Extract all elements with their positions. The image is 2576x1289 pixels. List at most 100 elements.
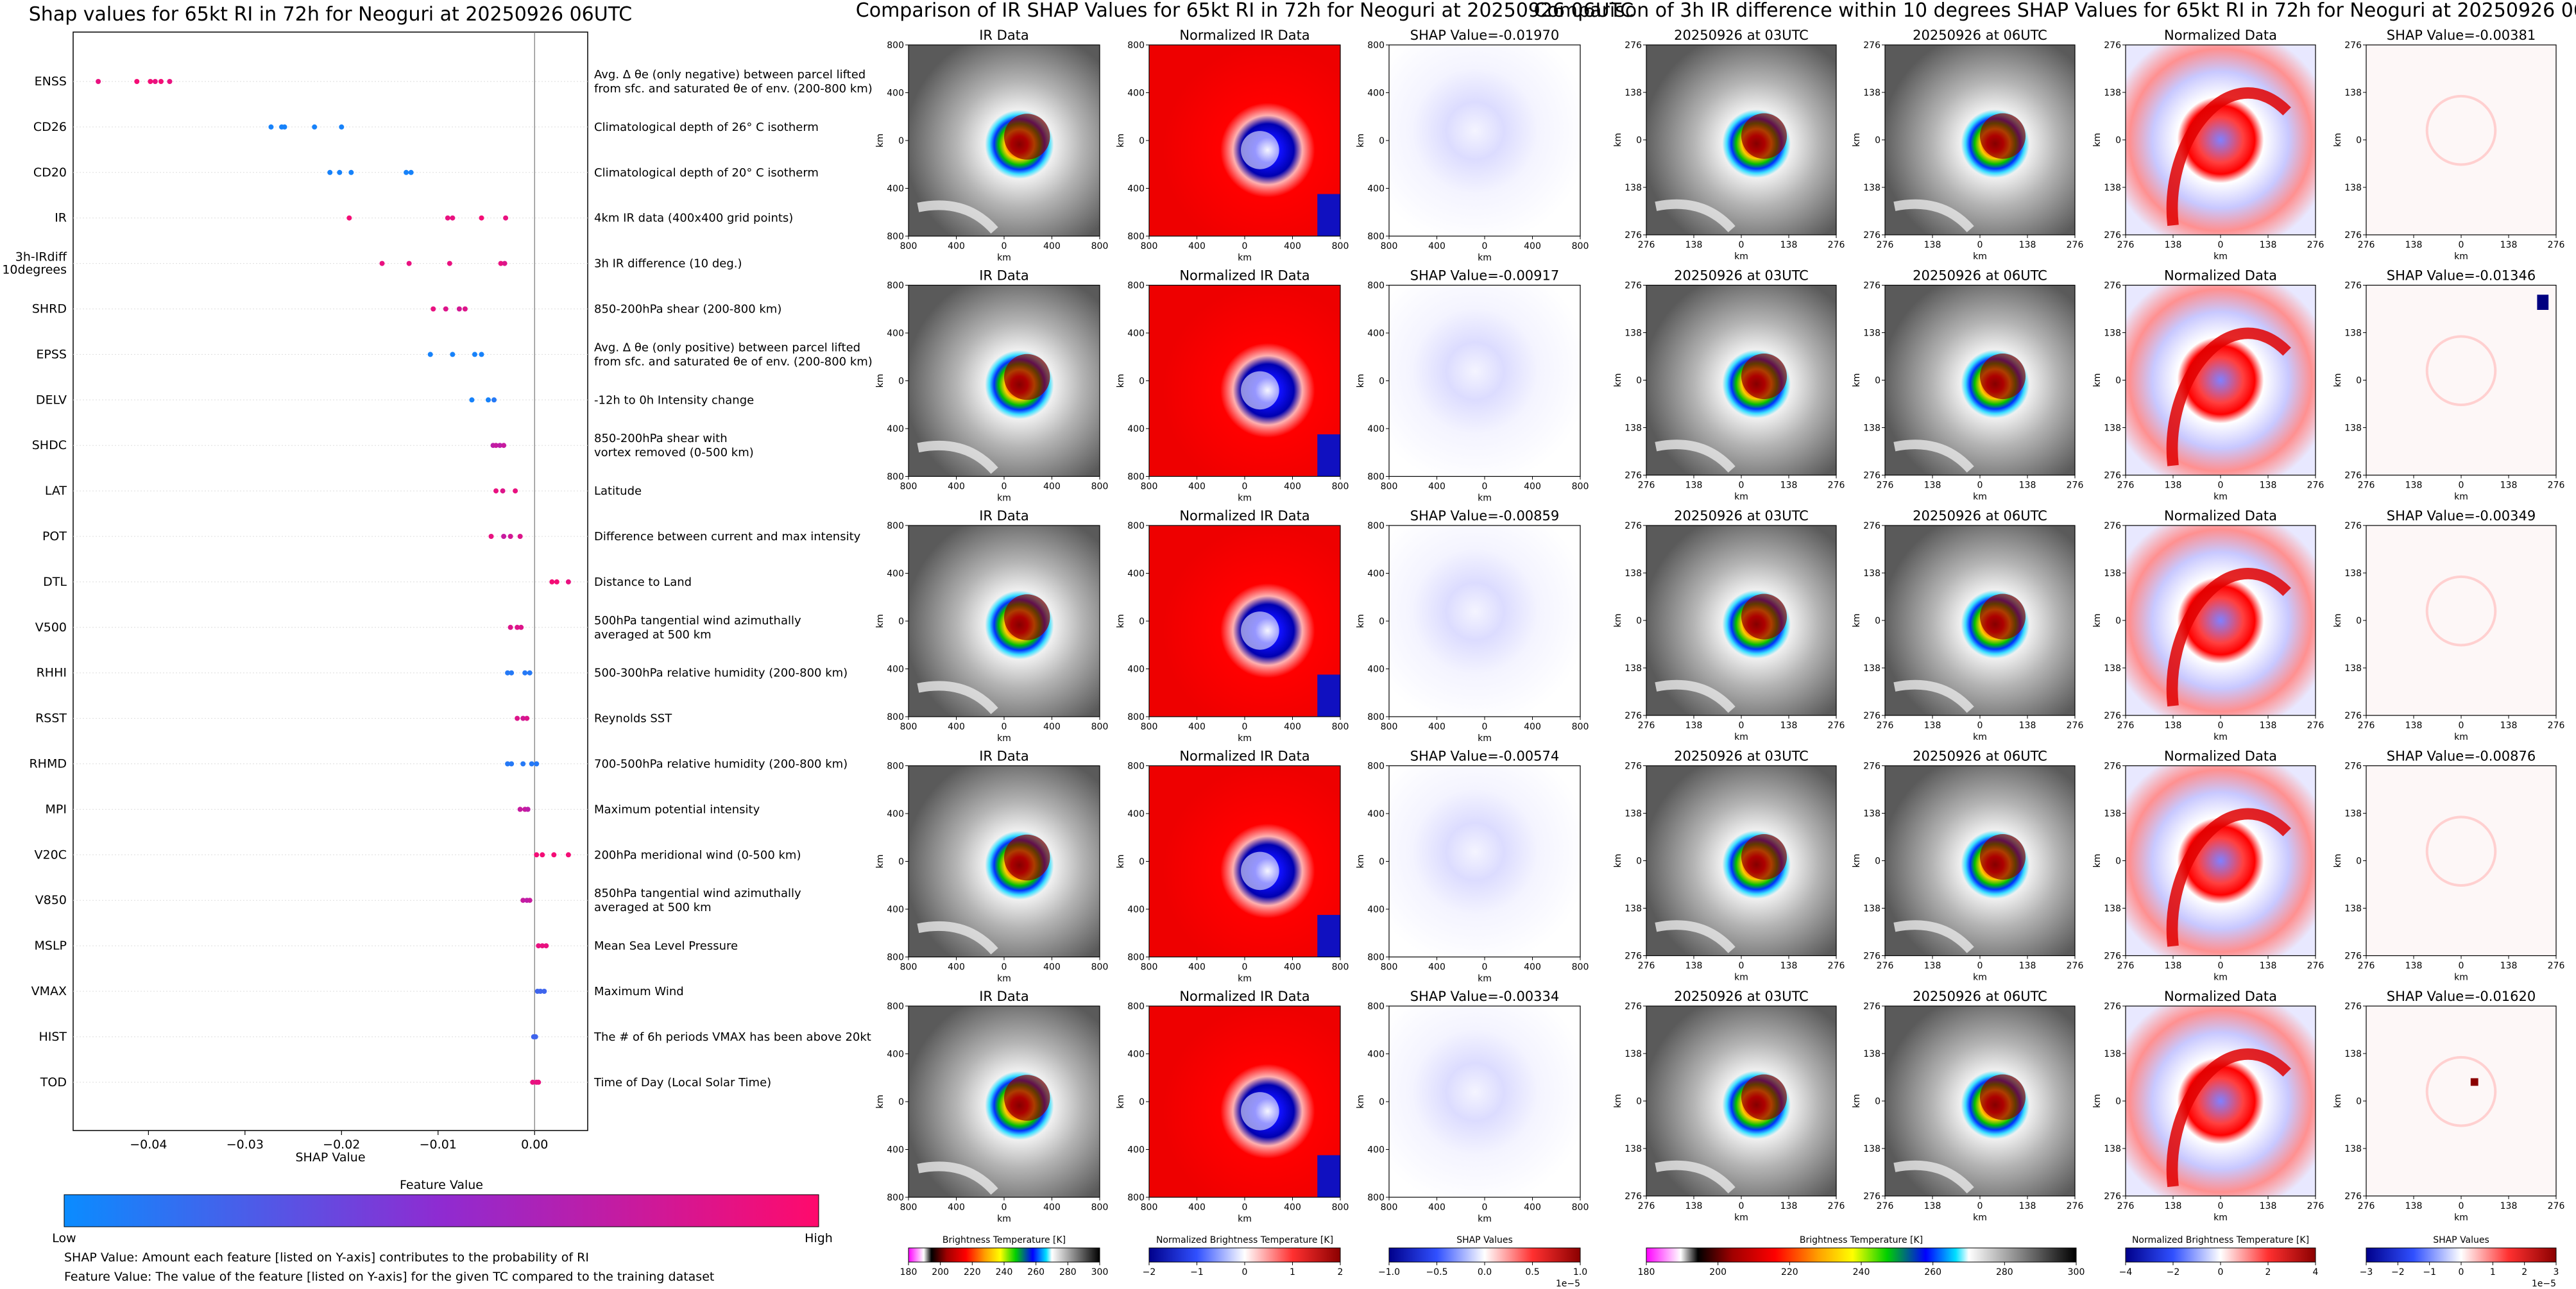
x-tick-label: 0 (2218, 1201, 2224, 1211)
x-axis-unit: km (997, 493, 1011, 504)
shap-point (515, 624, 520, 630)
y-tick-label: 138 (2344, 1049, 2362, 1059)
x-tick-label: 400 (1284, 482, 1301, 492)
feature-description: Climatological depth of 26° C isotherm (594, 121, 819, 134)
y-tick-label: 800 (1367, 472, 1385, 482)
feature-name: ENSS (35, 74, 67, 89)
storm-core (1980, 354, 2026, 400)
feature-description: 4km IR data (400x400 grid points) (594, 212, 793, 225)
y-tick-label: 138 (1625, 568, 1642, 579)
x-tick-label: 138 (2500, 481, 2518, 491)
shap-point (479, 215, 484, 221)
y-tick-label: 276 (1625, 471, 1642, 481)
colorbar (2125, 1247, 2316, 1263)
feature-description: from sfc. and saturated θe of env. (200-… (594, 355, 873, 368)
colorbar-tick-label: 1 (2490, 1267, 2496, 1277)
y-tick-label: 138 (1863, 568, 1881, 579)
x-tick-label: 800 (1141, 1202, 1158, 1213)
shap-point (479, 352, 484, 357)
y-tick-label: 800 (887, 712, 904, 722)
x-tick-label: 138 (2260, 240, 2277, 250)
y-tick-label: 276 (2104, 952, 2121, 962)
y-tick-label: 0 (2115, 857, 2121, 867)
y-tick-label: 800 (1127, 1002, 1145, 1012)
y-tick-label: 0 (1875, 616, 1881, 626)
y-tick-label: 400 (887, 1050, 904, 1060)
x-tick-label: 276 (1877, 240, 1894, 250)
y-tick-label: 400 (1367, 1145, 1385, 1156)
colorbar-tick-label: 0 (2218, 1267, 2224, 1277)
x-tick-label: 800 (1091, 482, 1109, 492)
y-tick-label: 276 (2104, 471, 2121, 481)
y-tick-label: 400 (1127, 1050, 1145, 1060)
y-axis-unit: km (1356, 1095, 1366, 1109)
y-tick-label: 0 (2115, 135, 2121, 146)
storm-core (1741, 354, 1787, 400)
shap-point (527, 670, 533, 676)
x-tick-label: 400 (1524, 241, 1541, 252)
shap-point (513, 488, 518, 494)
subplot-title: Normalized IR Data (1179, 749, 1309, 764)
shap-hotspot (2537, 295, 2549, 310)
y-tick-label: 800 (1367, 521, 1385, 531)
shap-point (536, 943, 542, 949)
x-tick-label: 138 (1780, 481, 1798, 491)
x-axis-unit: km (2454, 492, 2468, 502)
x-tick-label: 0 (1002, 1202, 1007, 1213)
shap-map (1389, 525, 1580, 717)
y-tick-label: 400 (887, 569, 904, 579)
y-tick-label: 400 (1367, 329, 1385, 339)
x-tick-label: 138 (2405, 721, 2423, 731)
x-tick-label: 400 (1284, 1202, 1301, 1213)
subplot-title: Normalized IR Data (1179, 28, 1309, 43)
x-tick-label: 0 (2459, 721, 2464, 731)
y-tick-label: 276 (1863, 1002, 1881, 1012)
x-axis-unit: km (1734, 973, 1748, 983)
colorbar-low-label: Low (52, 1231, 76, 1245)
shap-diff-map (2366, 45, 2556, 235)
x-axis-unit: km (1478, 1214, 1492, 1224)
y-tick-label: 138 (1625, 904, 1642, 914)
shap-ring (2425, 575, 2497, 647)
x-tick-label: 138 (2165, 961, 2182, 971)
shap-ring (2425, 335, 2497, 406)
x-tick-label: 800 (1332, 482, 1349, 492)
x-tick-label: 138 (1924, 721, 1941, 731)
shap-map (1389, 1006, 1580, 1197)
y-axis-unit: km (1613, 133, 1623, 147)
x-tick-label: 800 (900, 962, 917, 973)
y-tick-label: 276 (2104, 762, 2121, 772)
colorbar-tick-label: −1.0 (1378, 1267, 1400, 1277)
y-tick-label: 276 (2344, 281, 2362, 291)
subplot-title: 20250926 at 06UTC (1913, 508, 2047, 524)
x-axis-unit: km (1238, 253, 1252, 263)
shap-point (339, 124, 345, 130)
x-tick-label: 0 (1242, 241, 1248, 252)
feature-description: Reynolds SST (594, 712, 672, 726)
shap-point (462, 306, 468, 312)
x-tick-label: 276 (1877, 961, 1894, 971)
x-tick-label: 138 (2405, 961, 2423, 971)
normalized-diff-image (2126, 525, 2316, 715)
y-tick-label: 800 (1127, 521, 1145, 531)
x-tick-label: 800 (1332, 241, 1349, 252)
y-tick-label: 138 (2104, 1049, 2121, 1059)
y-tick-label: 276 (2104, 281, 2121, 291)
y-tick-label: 276 (2344, 230, 2362, 241)
normalized-diff-image (2126, 285, 2316, 475)
y-tick-label: 276 (1863, 230, 1881, 241)
colorbar-tick-label: 240 (996, 1267, 1013, 1277)
y-tick-label: 400 (1367, 1050, 1385, 1060)
shap-map (1389, 285, 1580, 477)
y-axis-unit: km (875, 614, 885, 628)
x-tick-label: 400 (1428, 962, 1446, 973)
feature-description: 200hPa meridional wind (0-500 km) (594, 848, 801, 862)
x-tick-label: 276 (2548, 481, 2565, 491)
x-tick-label: 800 (1572, 1202, 1589, 1213)
corner-patch (1317, 194, 1340, 236)
x-tick-label: 138 (1924, 1201, 1941, 1211)
shap-point (450, 215, 456, 221)
shap-panel-title: Shap values for 65kt RI in 72h for Neogu… (29, 3, 632, 26)
x-tick-label: 400 (1428, 1202, 1446, 1213)
spiral-band (2166, 1048, 2291, 1188)
